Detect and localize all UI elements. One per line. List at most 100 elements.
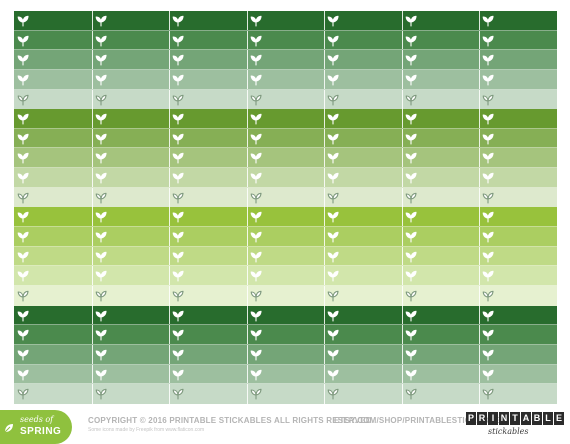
column-divider [324,89,326,110]
sprout-icon [483,192,494,204]
sprout-icon [95,271,107,282]
column-divider [401,50,403,69]
etsy-shop-link[interactable]: ETSY.COM/SHOP/PRINTABLESTICKABLES [334,416,505,425]
column-divider [169,344,171,364]
sprout-icon [250,133,262,145]
sprout-icon [250,74,262,86]
column-divider [324,305,326,325]
sprout-icon [405,113,417,125]
column-divider [324,11,326,30]
column-divider [91,69,93,89]
sprout-icon [17,192,29,204]
sprout-icon [483,74,494,86]
sprout-icon [327,251,339,263]
column-divider [169,325,171,344]
column-divider [91,364,93,384]
sticker-row [14,207,557,228]
sprout-icon [95,55,107,66]
sprout-icon [172,330,184,341]
seeds-of-spring-badge: seeds of SPRING [0,410,72,444]
column-divider [246,285,248,306]
sprout-icon [95,231,107,243]
sprout-icon [95,35,107,47]
sprout-icon [17,231,29,243]
column-divider [479,227,481,246]
sticker-row [14,11,557,31]
sprout-icon [405,369,417,381]
sprout-icon [250,349,262,361]
sprout-icon [95,153,107,165]
sprout-icon [327,271,339,282]
column-divider [401,344,403,364]
sprout-icon [172,133,184,145]
sprout-icon [483,231,494,243]
column-divider [91,305,93,325]
column-divider [169,50,171,69]
column-divider [401,69,403,89]
column-divider [91,109,93,128]
sprout-icon [172,113,184,125]
column-divider [246,384,248,404]
sprout-icon [327,153,339,165]
column-divider [91,325,93,344]
sprout-icon [327,172,339,184]
logo-letter: E [554,412,564,425]
sprout-icon [250,231,262,243]
sprout-icon [405,94,417,106]
sprout-icon [95,349,107,361]
column-divider [169,285,171,306]
sprout-icon [327,113,339,125]
copyright-text: COPYRIGHT © 2016 PRINTABLE STICKABLES AL… [88,416,375,425]
logo-script: stickables [488,427,529,436]
sprout-icon [250,290,262,302]
sprout-icon [483,94,494,106]
sprout-icon [17,74,29,86]
column-divider [324,69,326,89]
sprout-icon [405,192,417,204]
column-divider [401,207,403,227]
column-divider [169,128,171,148]
column-divider [91,344,93,364]
column-divider [324,344,326,364]
sprout-icon [327,35,339,47]
sprout-icon [172,290,184,302]
sprout-icon [17,172,29,184]
column-divider [91,11,93,30]
sprout-icon [483,290,494,302]
column-divider [479,384,481,404]
sticker-row [14,344,557,365]
column-divider [324,384,326,404]
sprout-icon [405,310,417,322]
sticker-row [14,285,557,306]
column-divider [324,109,326,128]
sprout-icon [95,133,107,145]
column-divider [91,285,93,306]
column-divider [401,285,403,306]
column-divider [324,227,326,246]
sprout-icon [250,94,262,106]
column-divider [169,207,171,227]
sprout-icon [327,94,339,106]
sprout-icon [483,15,494,27]
column-divider [401,227,403,246]
column-divider [479,187,481,208]
sticker-row [14,266,557,286]
column-divider [401,246,403,266]
sticker-row [14,305,557,326]
sprout-icon [17,212,29,223]
column-divider [246,30,248,50]
column-divider [91,266,93,285]
column-divider [246,168,248,187]
column-divider [324,50,326,69]
sprout-icon [95,330,107,341]
column-divider [169,168,171,187]
sprout-icon [250,55,262,66]
column-divider [479,89,481,110]
column-divider [401,30,403,50]
column-divider [479,168,481,187]
sprout-icon [483,330,494,341]
column-divider [246,187,248,208]
sprout-icon [250,330,262,341]
sprout-icon [17,133,29,145]
sprout-icon [172,74,184,86]
